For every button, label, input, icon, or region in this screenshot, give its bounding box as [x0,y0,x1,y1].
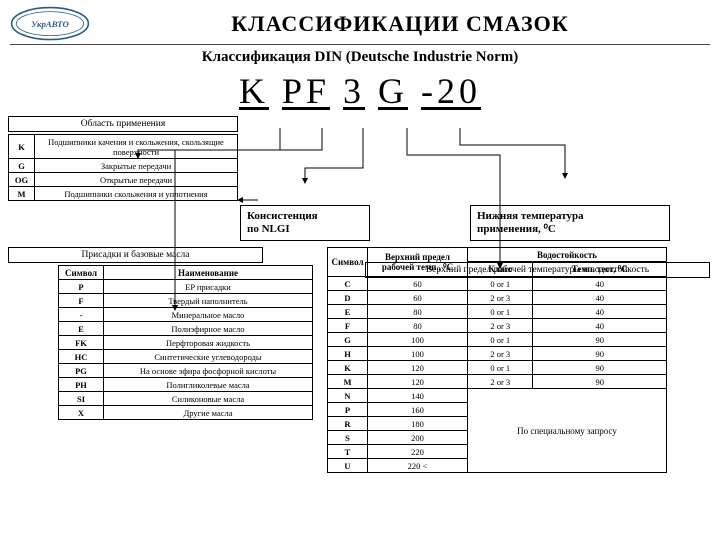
subtitle: Классификация DIN (Deutsche Industrie No… [0,49,720,66]
temp-sym: U [328,459,368,473]
temp-sym: C [328,277,368,291]
area-label: Область применения [8,116,238,132]
add-name: Полигликолевые масла [104,378,313,392]
temp-t: 140 [368,389,468,403]
divider [10,44,710,45]
page-title: КЛАССИФИКАЦИИ СМАЗОК [90,11,710,37]
temp-t: 120 [368,361,468,375]
temp-k: 2 or 3 [468,291,533,305]
temp-t: 220 [368,445,468,459]
temp-t: 200 [368,431,468,445]
consistency-box: Консистенция по NLGI [240,205,370,241]
formula-3: 3 [343,71,365,111]
area-desc: Закрытые передачи [35,159,238,173]
lowtemp-box: Нижняя температура применения, ⁰C [470,205,670,241]
temp-sym: G [328,333,368,347]
area-code: K [9,135,35,159]
add-sym: FK [59,336,104,350]
temp-sym: H [328,347,368,361]
temp-k: 2 or 3 [468,375,533,389]
add-h2: Наименование [104,266,313,280]
formula-20: -20 [421,71,481,111]
add-sym: PG [59,364,104,378]
temp-t: 100 [368,347,468,361]
temp-t: 80 [368,305,468,319]
temp-t: 100 [368,333,468,347]
add-name: Силиконовые масла [104,392,313,406]
add-name: Перфторовая жидкость [104,336,313,350]
add-sym: P [59,280,104,294]
add-sym: PH [59,378,104,392]
add-sym: E [59,322,104,336]
formula-g: G [378,71,408,111]
temp-tt: 40 [533,291,667,305]
add-name: Минеральное масло [104,308,313,322]
additives-label: Присадки и базовые масла [8,247,263,263]
temp-label: Верхний предел рабочей температуры и вод… [365,262,710,278]
add-name: На основе эфира фосфорной кислоты [104,364,313,378]
additives-table: СимволНаименованиеPEP присадкиFТвердый н… [58,265,313,420]
temp-sym: M [328,375,368,389]
add-name: Другие масла [104,406,313,420]
formula-pf: PF [282,71,330,111]
temp-t: 180 [368,417,468,431]
temp-t: 120 [368,375,468,389]
area-code: M [9,187,35,201]
temp-sym: T [328,445,368,459]
temp-t: 220 < [368,459,468,473]
formula: K PF 3 G -20 [0,70,720,116]
svg-text:УкрАВТО: УкрАВТО [31,19,69,29]
add-name: EP присадки [104,280,313,294]
add-sym: X [59,406,104,420]
add-h1: Символ [59,266,104,280]
temp-sym: N [328,389,368,403]
area-desc: Открытые передачи [35,173,238,187]
temp-sym: D [328,291,368,305]
area-code: G [9,159,35,173]
temp-sym: E [328,305,368,319]
temp-special: По специальному запросу [468,389,667,473]
temp-tt: 90 [533,375,667,389]
temp-sym: S [328,431,368,445]
area-desc: Подшипники качения и скольжения, скользя… [35,135,238,159]
temp-sym: K [328,361,368,375]
logo: УкрАВТО [10,6,90,42]
temp-h1: Символ [328,248,368,277]
area-table: KПодшипники качения и скольжения, скольз… [8,134,238,201]
temp-k: 0 or 1 [468,333,533,347]
box1-l2: по NLGI [247,223,290,235]
temp-k: 0 or 1 [468,305,533,319]
temp-k: 2 or 3 [468,347,533,361]
temp-tt: 90 [533,361,667,375]
temp-k: 2 or 3 [468,319,533,333]
add-sym: - [59,308,104,322]
temp-sym: F [328,319,368,333]
area-desc: Подшипники скольжения и уплотнения [35,187,238,201]
add-name: Твердый наполнитель [104,294,313,308]
add-sym: F [59,294,104,308]
add-sym: SI [59,392,104,406]
area-code: OG [9,173,35,187]
box2-l2: применения, ⁰C [477,223,556,235]
temp-t: 160 [368,403,468,417]
temp-sym: R [328,417,368,431]
temp-sym: P [328,403,368,417]
temp-h3: Водостойкость [468,248,667,262]
box1-l1: Консистенция [247,210,318,222]
temp-table: Символ Верхний предел рабочей темп., ⁰C … [327,247,667,473]
temp-t: 60 [368,291,468,305]
temp-k: 0 or 1 [468,361,533,375]
temp-t: 80 [368,319,468,333]
add-name: Полиэфирное масло [104,322,313,336]
temp-tt: 40 [533,305,667,319]
formula-k: K [239,71,269,111]
add-sym: HC [59,350,104,364]
temp-tt: 90 [533,333,667,347]
add-name: Синтетические углеводороды [104,350,313,364]
box2-l1: Нижняя температура [477,210,584,222]
temp-tt: 40 [533,319,667,333]
temp-tt: 90 [533,347,667,361]
